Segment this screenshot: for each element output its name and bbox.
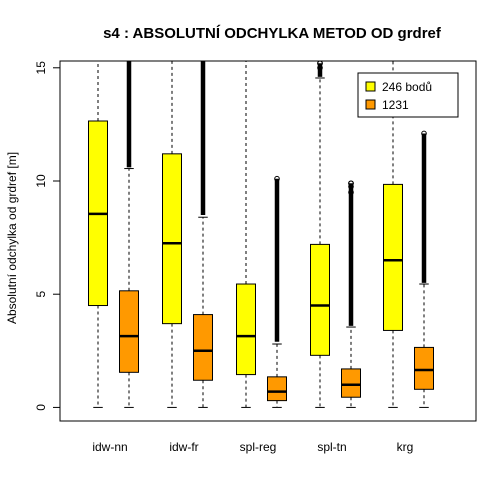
- y-axis: 0 5 10 15: [34, 61, 60, 411]
- legend: 246 bodů 1231: [357, 72, 459, 118]
- outlier-top-point: [317, 60, 323, 67]
- legend-swatch-1231: [365, 99, 376, 110]
- chart-title: s4 : ABSOLUTNÍ ODCHYLKA METOD OD grdref: [103, 25, 442, 42]
- box-krg-246: [383, 61, 403, 408]
- legend-swatch-246: [365, 81, 376, 92]
- box-spl-tn-1231: [341, 180, 361, 408]
- box-idw-nn-246: [88, 61, 108, 408]
- x-axis: idw-nn idw-fr spl-reg spl-tn krg: [92, 440, 413, 454]
- box-idw-fr-1231: [193, 61, 213, 408]
- box-groups: [88, 60, 434, 408]
- y-tick-label-15: 15: [34, 61, 48, 75]
- y-tick-label-0: 0: [34, 404, 48, 411]
- x-tick-label-idw-fr: idw-fr: [169, 440, 198, 454]
- y-tick-label-5: 5: [34, 291, 48, 298]
- x-tick-label-spl-tn: spl-tn: [317, 440, 346, 454]
- outlier-top-point: [348, 180, 354, 187]
- box-idw-nn-1231: [119, 61, 139, 408]
- box-krg-1231: [414, 130, 434, 408]
- x-tick-label-spl-reg: spl-reg: [240, 440, 277, 454]
- legend-label-1231: 1231: [382, 98, 409, 112]
- box-rect: [193, 314, 213, 381]
- box-rect: [341, 368, 361, 398]
- box-spl-reg-246: [236, 61, 256, 408]
- outlier-top-point: [421, 130, 427, 137]
- box-idw-fr-246: [162, 61, 182, 408]
- box-spl-tn-246: [310, 60, 330, 408]
- box-rect: [119, 290, 139, 373]
- box-spl-reg-1231: [267, 175, 287, 408]
- box-rect: [383, 183, 403, 331]
- outlier-point-0: [348, 189, 354, 196]
- box-rect: [162, 153, 182, 325]
- box-rect: [414, 346, 434, 390]
- plot-frame: [59, 60, 477, 422]
- outlier-point-1: [348, 183, 354, 190]
- legend-frame: [357, 72, 459, 118]
- x-tick-label-krg: krg: [397, 440, 414, 454]
- y-tick-label-10: 10: [34, 174, 48, 188]
- outlier-top-point: [274, 175, 280, 182]
- box-rect: [267, 376, 287, 402]
- box-rect: [236, 283, 256, 376]
- x-tick-label-idw-nn: idw-nn: [92, 440, 127, 454]
- legend-label-246: 246 bodů: [382, 80, 432, 94]
- box-rect: [310, 243, 330, 356]
- y-axis-label: Absolutní odchylka od grdref [m]: [5, 152, 19, 324]
